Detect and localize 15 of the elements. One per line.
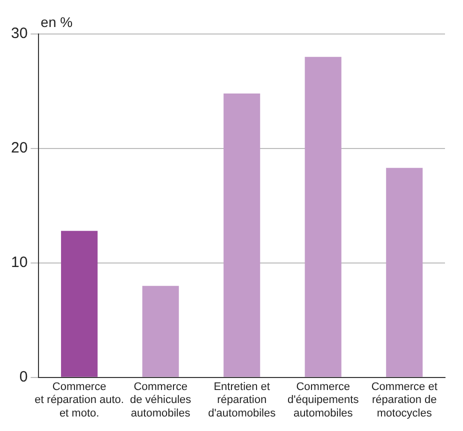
bar (224, 94, 260, 377)
bar (304, 56, 342, 377)
x-tick-label: Commerce et réparation auto. et moto. (34, 381, 124, 420)
y-tick-label: 30 (10, 25, 28, 42)
x-tick-label: Commerce d'équipements automobiles (287, 381, 360, 420)
bar (386, 168, 423, 377)
y-tick-label: 10 (10, 254, 28, 272)
y-axis-title: en % (40, 14, 73, 30)
bar (61, 230, 98, 377)
x-tick-label: Commerce et réparation de motocycles (371, 381, 438, 420)
y-tick-label: 20 (10, 140, 28, 157)
x-tick-label: Commerce de véhicules automobiles (130, 381, 192, 420)
y-tick-label: 0 (19, 368, 28, 386)
x-tick-label: Entretien et réparation d'automobiles (208, 381, 276, 420)
bar (142, 286, 179, 377)
